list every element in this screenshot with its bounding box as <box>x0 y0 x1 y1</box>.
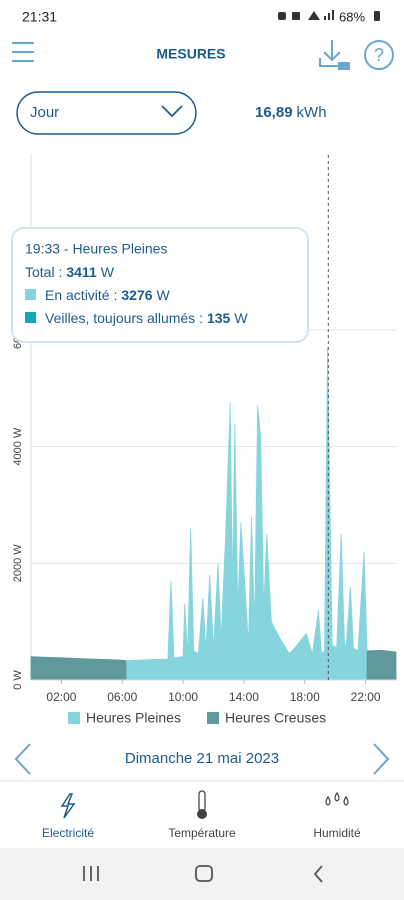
summary-unit: kWh <box>297 104 327 121</box>
prev-day[interactable] <box>14 743 31 775</box>
tooltip-value: 135 <box>207 310 231 326</box>
legend-swatch <box>207 712 219 724</box>
tab-electricity[interactable]: Electricité <box>42 793 94 840</box>
battery: 68% <box>339 9 365 24</box>
tooltip-unit: W <box>157 287 171 303</box>
y-tick-label: 2000 W <box>12 544 24 583</box>
y-tick-label: 0 W <box>12 670 24 690</box>
status-icons <box>278 10 380 21</box>
summary: 16,89 kWh <box>255 104 327 121</box>
tab-label: Humidité <box>313 826 361 840</box>
x-tick-label: 14:00 <box>229 690 259 704</box>
tooltip-row: Total :3411 W <box>25 264 115 280</box>
system-nav <box>0 848 404 900</box>
tooltip-value: 3276 <box>121 287 152 303</box>
tooltip-label: Veilles, toujours allumés : <box>45 310 203 326</box>
header-title: MESURES <box>156 46 225 62</box>
tooltip-value: 3411 <box>66 264 97 280</box>
svg-text:?: ? <box>374 45 384 65</box>
tooltip-unit: W <box>234 310 248 326</box>
status-bar <box>0 0 404 32</box>
status-time: 21:31 <box>22 9 57 25</box>
tooltip: 19:33 - Heures Pleines Total :3411 W En a… <box>11 227 309 343</box>
x-tick-label: 18:00 <box>290 690 320 704</box>
download-button[interactable] <box>319 40 350 70</box>
x-tick-label: 02:00 <box>46 690 76 704</box>
system-buttons[interactable] <box>83 865 323 883</box>
help-button[interactable]: ? <box>364 40 394 70</box>
legend-label: Heures Creuses <box>225 710 326 726</box>
y-tick-label: 4000 W <box>12 427 24 466</box>
legend-label: Heures Pleines <box>86 710 181 726</box>
tooltip-title: 19:33 - Heures Pleines <box>25 241 167 257</box>
menu-button[interactable] <box>12 42 34 62</box>
tab-label: Electricité <box>42 826 94 840</box>
tooltip-unit: W <box>101 264 115 280</box>
period-label: Jour <box>30 104 59 121</box>
tab-label: Température <box>168 826 236 840</box>
summary-value: 16,89 <box>255 104 293 121</box>
x-tick-label: 22:00 <box>351 690 381 704</box>
date: Dimanche 21 mai 2023 <box>125 750 279 767</box>
x-tick-label: 10:00 <box>168 690 198 704</box>
legend-swatch <box>68 712 80 724</box>
next-day[interactable] <box>373 743 390 775</box>
tooltip-row: En activité :3276 W <box>45 287 171 303</box>
tooltip-swatch <box>25 312 36 323</box>
tab-temperature[interactable]: Température <box>168 790 236 840</box>
tooltip-row: Veilles, toujours allumés :135 W <box>45 310 248 326</box>
tooltip-swatch <box>25 289 36 300</box>
tooltip-label: Total : <box>25 264 62 280</box>
x-tick-label: 06:00 <box>107 690 137 704</box>
tab-humidity[interactable]: Humidité <box>313 791 361 840</box>
tooltip-label: En activité : <box>45 287 117 303</box>
period-dropdown[interactable] <box>16 91 197 135</box>
area <box>125 347 368 681</box>
